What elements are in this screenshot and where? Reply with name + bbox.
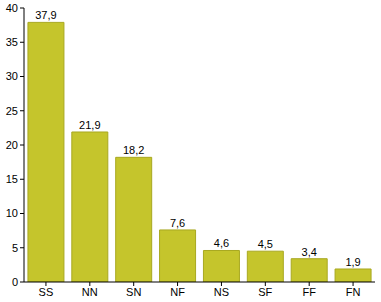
svg-text:NS: NS [214, 286, 229, 298]
svg-text:SF: SF [258, 286, 272, 298]
svg-text:4,5: 4,5 [258, 238, 273, 250]
svg-text:18,2: 18,2 [123, 144, 144, 156]
svg-text:FF: FF [302, 286, 316, 298]
svg-text:1,9: 1,9 [345, 256, 360, 268]
svg-text:21,9: 21,9 [79, 119, 100, 131]
svg-text:15: 15 [8, 173, 18, 185]
svg-text:4,6: 4,6 [214, 237, 229, 249]
svg-text:20: 20 [8, 139, 18, 151]
svg-text:35: 35 [8, 36, 18, 48]
svg-text:40: 40 [8, 2, 18, 14]
svg-text:0: 0 [12, 276, 18, 288]
svg-text:10: 10 [8, 207, 18, 219]
svg-text:NF: NF [170, 286, 185, 298]
svg-text:FN: FN [346, 286, 361, 298]
svg-text:NN: NN [82, 286, 98, 298]
svg-text:SN: SN [126, 286, 141, 298]
svg-text:30: 30 [8, 70, 18, 82]
svg-text:25: 25 [8, 105, 18, 117]
svg-text:37,9: 37,9 [35, 9, 56, 21]
svg-text:7,6: 7,6 [170, 217, 185, 229]
svg-text:SS: SS [39, 286, 54, 298]
svg-text:3,4: 3,4 [302, 246, 317, 258]
svg-text:5: 5 [12, 242, 18, 254]
